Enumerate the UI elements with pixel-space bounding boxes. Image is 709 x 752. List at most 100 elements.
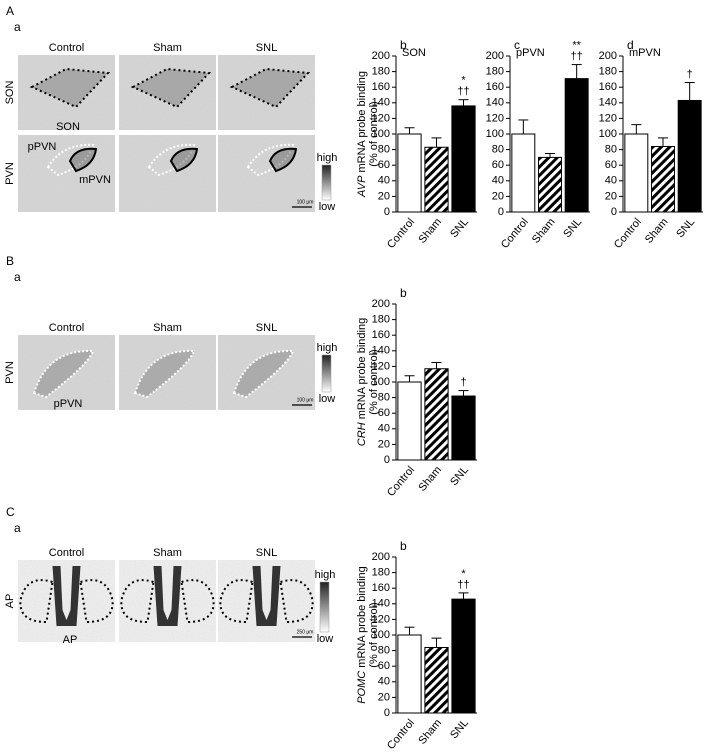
region-label: AP xyxy=(63,634,78,646)
x-tick-label: Sham xyxy=(416,464,444,494)
ap-stain xyxy=(153,566,182,626)
micrograph-texture xyxy=(218,135,315,212)
bar xyxy=(451,598,476,714)
scale-high: high xyxy=(317,342,338,354)
y-tick-label: 20 xyxy=(378,438,390,450)
column-label: SNL xyxy=(256,547,277,559)
panel-letter: c xyxy=(514,38,520,52)
significance: † xyxy=(460,376,466,388)
column-label: SNL xyxy=(256,42,277,54)
micrograph-texture xyxy=(119,135,216,212)
y-tick-label: 160 xyxy=(372,329,390,341)
y-tick-label: 0 xyxy=(384,454,390,466)
y-axis-label-unit: (% of control) xyxy=(368,349,380,414)
y-tick-label: 120 xyxy=(372,613,390,625)
x-tick-label: SNL xyxy=(561,216,584,240)
panel-letter: b xyxy=(400,286,407,300)
y-tick-label: 200 xyxy=(372,50,390,62)
y-tick-label: 80 xyxy=(378,144,390,156)
ppvn-region xyxy=(232,349,295,399)
intensity-scale xyxy=(321,164,332,201)
y-tick-label: 80 xyxy=(378,645,390,657)
bar xyxy=(451,105,476,213)
y-tick-label: 20 xyxy=(378,190,390,202)
bar xyxy=(451,395,476,461)
y-tick-label: 140 xyxy=(372,345,390,357)
y-tick-label: 0 xyxy=(384,707,390,719)
micrograph-texture xyxy=(18,135,115,212)
significance: ** xyxy=(572,39,581,51)
scale-bar-label: 250 μm xyxy=(297,629,314,635)
panel-sub: a xyxy=(14,20,21,34)
y-axis-label-text: mRNA probe binding xyxy=(356,318,368,423)
bar xyxy=(397,381,422,461)
ap-stain xyxy=(52,566,81,626)
ppvn-region xyxy=(147,143,196,177)
x-tick-label: Sham xyxy=(416,216,444,246)
y-tick-label: 200 xyxy=(486,50,504,62)
y-tick-label: 100 xyxy=(599,128,617,140)
y-tick-label: 100 xyxy=(372,629,390,641)
son-region xyxy=(229,67,311,109)
x-tick-label: Control xyxy=(385,464,417,499)
ppvn-region xyxy=(246,143,295,177)
row-label: PVN xyxy=(4,162,16,185)
y-tick-label: 160 xyxy=(372,81,390,93)
y-tick-label: 180 xyxy=(599,66,617,78)
y-tick-label: 60 xyxy=(378,660,390,672)
y-tick-label: 60 xyxy=(605,159,617,171)
scale-low: low xyxy=(319,393,336,405)
column-label: Sham xyxy=(153,42,182,54)
chart-title: pPVN xyxy=(516,47,545,59)
y-tick-label: 120 xyxy=(372,112,390,124)
significance: * xyxy=(461,75,466,87)
x-tick-label: SNL xyxy=(448,464,471,488)
y-tick-label: 60 xyxy=(378,407,390,419)
micrograph-texture xyxy=(18,55,115,130)
y-tick-label: 20 xyxy=(492,190,504,202)
y-tick-label: 100 xyxy=(486,128,504,140)
y-tick-label: 80 xyxy=(605,144,617,156)
bar xyxy=(424,646,449,714)
y-axis-label: POMC mRNA probe binding xyxy=(356,566,368,704)
y-axis-label-gene: AVP xyxy=(356,175,368,198)
significance: †† xyxy=(457,86,469,98)
y-tick-label: 100 xyxy=(372,128,390,140)
y-tick-label: 40 xyxy=(378,175,390,187)
y-tick-label: 140 xyxy=(486,97,504,109)
y-axis-label-text: mRNA probe binding xyxy=(356,566,368,671)
y-tick-label: 200 xyxy=(372,551,390,563)
column-label: Sham xyxy=(153,547,182,559)
x-tick-label: Control xyxy=(612,216,644,251)
intensity-scale xyxy=(321,354,332,393)
x-tick-label: Sham xyxy=(530,216,558,246)
bar xyxy=(397,133,422,213)
y-tick-label: 40 xyxy=(378,676,390,688)
scale-low: low xyxy=(319,201,336,213)
bar xyxy=(624,133,649,213)
y-tick-label: 0 xyxy=(384,206,390,218)
column-label: Sham xyxy=(153,322,182,334)
panel-letter: C xyxy=(6,505,15,519)
panel-letter: b xyxy=(400,38,407,52)
mpvn-region xyxy=(169,147,199,173)
ppvn-region xyxy=(32,349,95,399)
intensity-scale xyxy=(319,581,330,633)
micrograph-texture xyxy=(218,335,315,410)
region-label: SON xyxy=(56,121,80,133)
scale-bar-label: 100 μm xyxy=(297,199,314,205)
chart-title: mPVN xyxy=(629,47,661,59)
y-tick-label: 160 xyxy=(372,582,390,594)
y-axis-label-gene: POMC xyxy=(356,671,368,704)
y-tick-label: 40 xyxy=(605,175,617,187)
y-tick-label: 180 xyxy=(486,66,504,78)
row-label: AP xyxy=(4,594,16,609)
x-tick-label: Sham xyxy=(643,216,671,246)
y-axis-label: CRH mRNA probe binding xyxy=(356,318,368,446)
y-tick-label: 120 xyxy=(372,360,390,372)
y-axis-label-unit: (% of control) xyxy=(368,101,380,166)
bar xyxy=(397,634,422,714)
bar xyxy=(651,145,675,213)
y-tick-label: 120 xyxy=(599,112,617,124)
column-label: SNL xyxy=(256,322,277,334)
